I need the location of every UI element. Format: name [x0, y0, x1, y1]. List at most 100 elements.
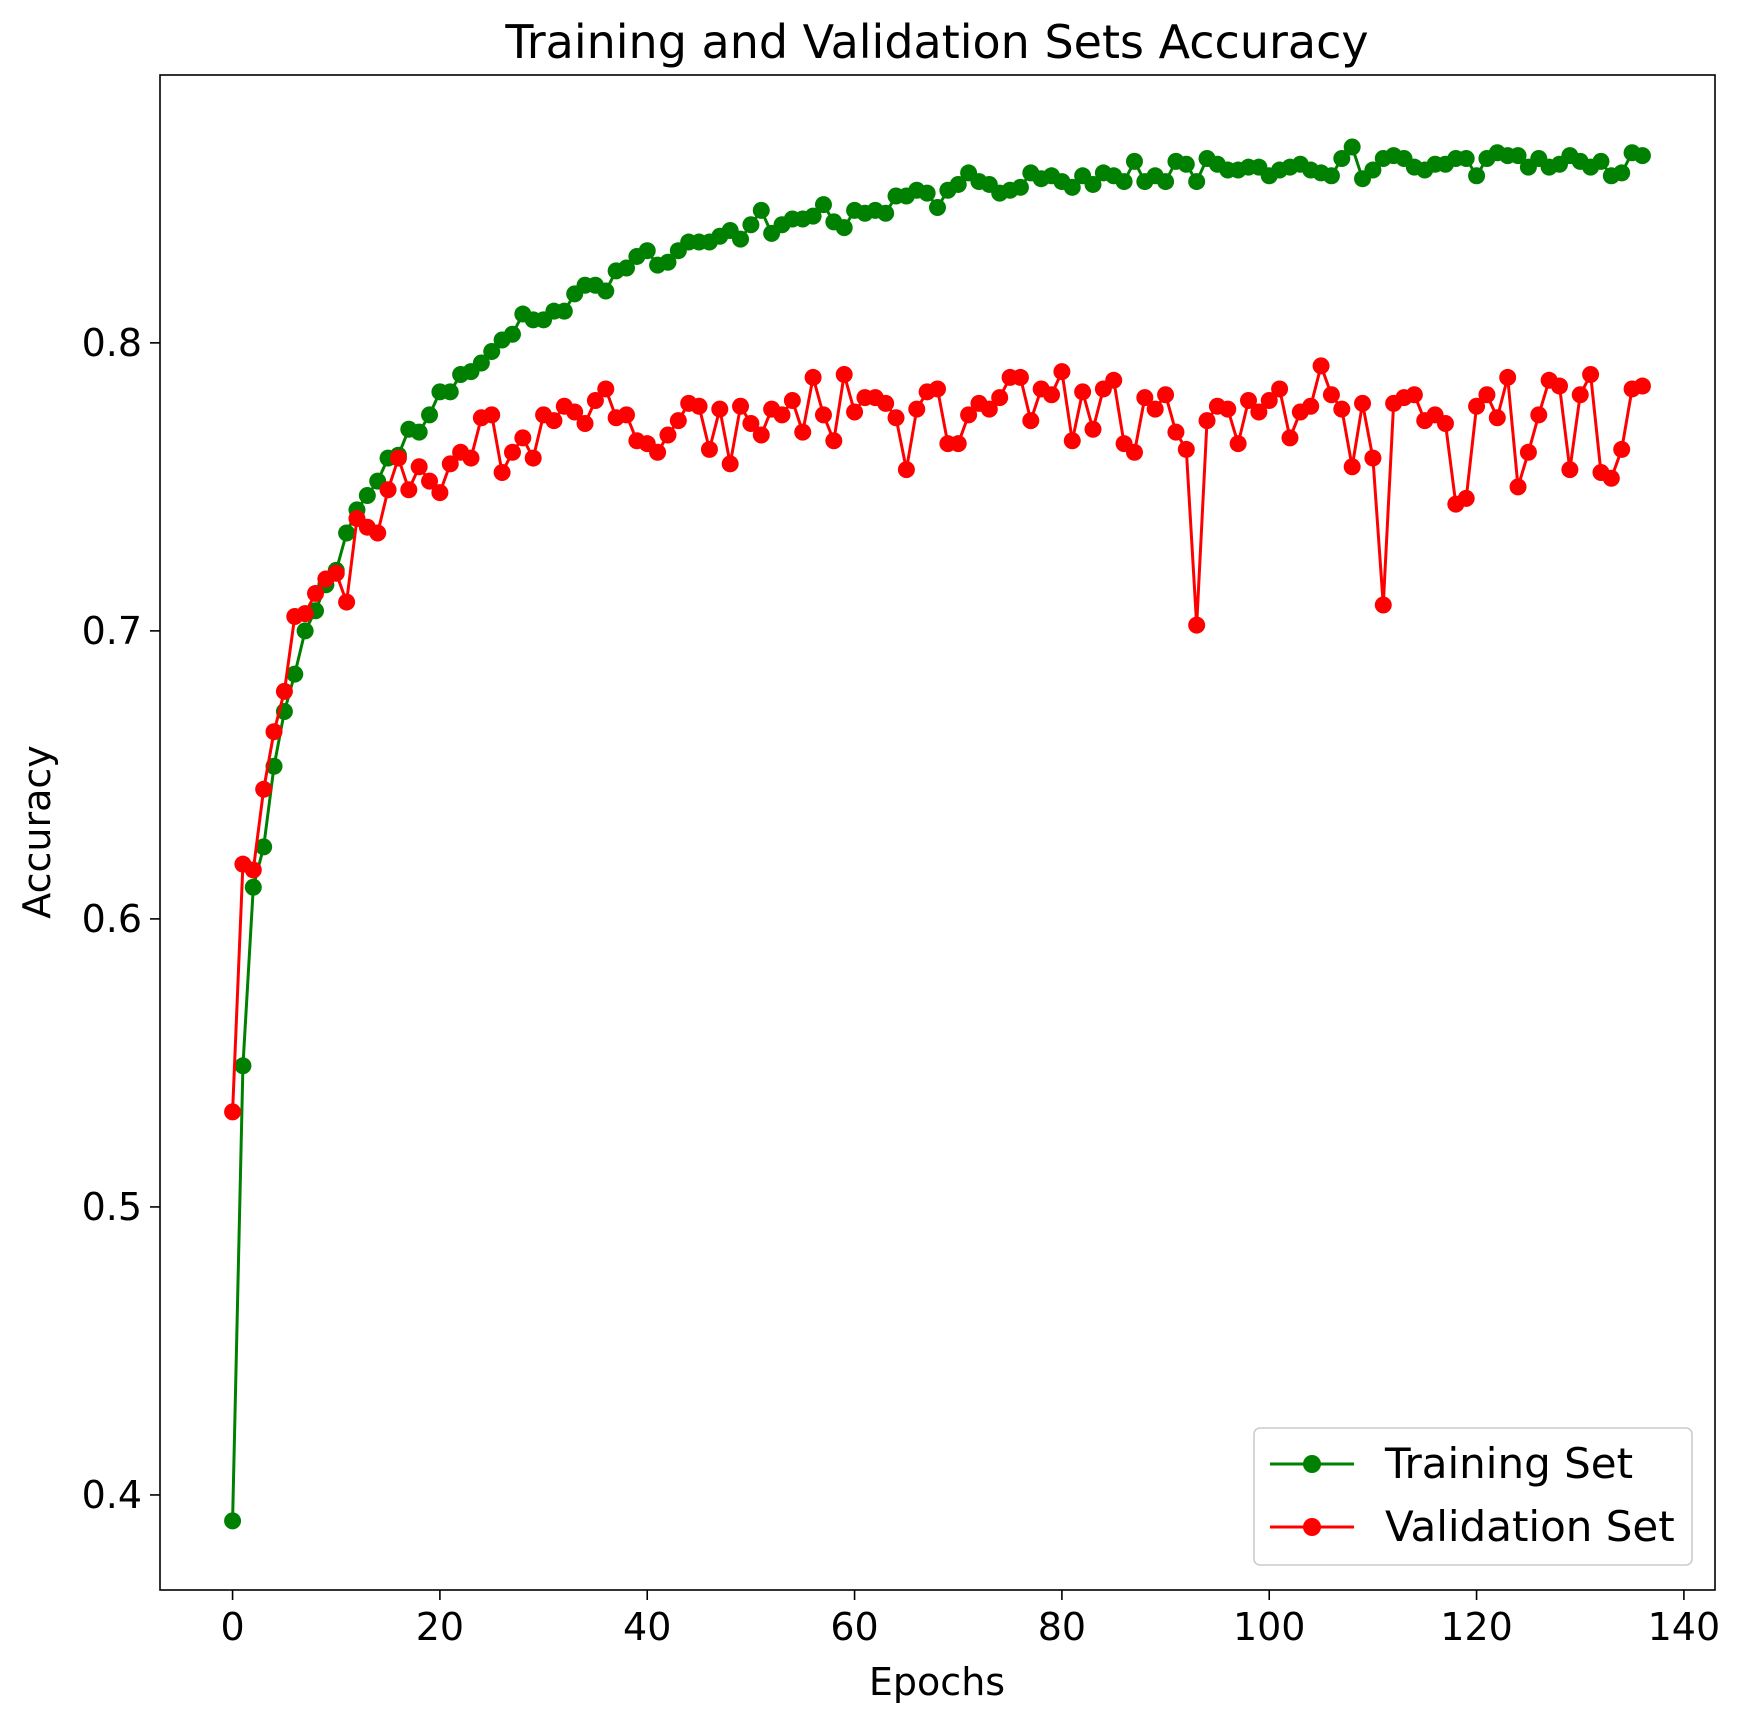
y-tick-label: 0.6 [82, 897, 142, 941]
data-point-validation-set [1582, 366, 1600, 384]
data-point-validation-set [877, 394, 895, 412]
data-point-training-set [1457, 150, 1475, 168]
data-point-validation-set [1157, 386, 1175, 404]
data-point-validation-set [1084, 420, 1102, 438]
x-tick-label: 60 [830, 1605, 878, 1649]
data-point-validation-set [545, 412, 563, 430]
data-point-training-set [255, 838, 273, 856]
data-point-training-set [472, 354, 490, 372]
legend: Training Set Validation Set [1253, 1427, 1693, 1566]
data-point-validation-set [1229, 435, 1247, 453]
data-point-validation-set [1468, 397, 1486, 415]
data-point-validation-set [400, 481, 418, 499]
x-tick-label: 120 [1440, 1605, 1513, 1649]
data-point-validation-set [576, 415, 594, 433]
data-point-training-set [877, 204, 895, 222]
data-point-validation-set [441, 455, 459, 473]
data-point-training-set [1011, 178, 1029, 196]
data-point-training-set [659, 253, 677, 271]
data-point-validation-set [1074, 383, 1092, 401]
data-point-validation-set [1602, 469, 1620, 487]
data-point-validation-set [711, 400, 729, 418]
data-point-training-set [410, 423, 428, 441]
data-point-validation-set [338, 593, 356, 611]
data-point-training-set [814, 196, 832, 214]
data-point-training-set [338, 524, 356, 542]
data-point-validation-set [524, 449, 542, 467]
data-point-validation-set [224, 1103, 242, 1121]
data-point-training-set [358, 487, 376, 505]
data-point-training-set [1063, 178, 1081, 196]
x-tick-label: 80 [1038, 1605, 1086, 1649]
data-point-training-set [1633, 147, 1651, 165]
data-point-validation-set [410, 458, 428, 476]
data-point-validation-set [1488, 409, 1506, 427]
y-tick-label: 0.4 [82, 1473, 142, 1517]
data-point-validation-set [1219, 400, 1237, 418]
data-point-validation-set [659, 426, 677, 444]
data-point-validation-set [804, 368, 822, 386]
data-point-validation-set [825, 432, 843, 450]
data-point-training-set [752, 201, 770, 219]
data-point-training-set [286, 665, 304, 683]
data-point-validation-set [1053, 363, 1071, 381]
data-point-validation-set [732, 397, 750, 415]
data-point-validation-set [1188, 616, 1206, 634]
data-point-training-set [483, 343, 501, 360]
data-point-validation-set [649, 443, 667, 461]
data-point-training-set [1177, 155, 1195, 173]
y-axis-label: Accuracy [15, 745, 59, 919]
data-point-training-set [1509, 147, 1527, 165]
data-point-validation-set [503, 443, 521, 461]
y-tick-label: 0.7 [82, 609, 142, 653]
data-point-training-set [421, 406, 439, 424]
data-point-validation-set [1136, 389, 1154, 407]
data-point-validation-set [1022, 412, 1040, 430]
plot-frame [159, 74, 1716, 1591]
data-point-validation-set [1105, 371, 1123, 389]
data-point-validation-set [1530, 406, 1548, 424]
data-point-validation-set [1312, 357, 1330, 375]
data-point-validation-set [1436, 415, 1454, 433]
data-point-training-set [1613, 164, 1631, 182]
data-point-training-set [296, 622, 314, 640]
data-point-validation-set [1167, 423, 1185, 441]
x-tick-label: 100 [1233, 1605, 1306, 1649]
data-point-validation-set [742, 415, 760, 433]
data-point-validation-set [1374, 596, 1392, 614]
data-point-validation-set [296, 605, 314, 623]
data-point-validation-set [265, 723, 283, 741]
data-point-validation-set [1551, 377, 1568, 395]
data-point-validation-set [421, 472, 439, 490]
data-point-training-set [1343, 138, 1361, 156]
plot-area [224, 138, 1651, 1530]
data-point-validation-set [1333, 400, 1351, 418]
data-point-validation-set [783, 391, 801, 409]
x-tick-label: 140 [1648, 1605, 1721, 1649]
data-point-validation-set [960, 406, 978, 424]
legend-label-validation: Validation Set [1385, 1502, 1675, 1551]
legend-marker-training [1303, 1455, 1321, 1473]
data-point-validation-set [887, 409, 905, 427]
x-axis-label: Epochs [869, 1660, 1005, 1704]
data-point-validation-set [597, 380, 615, 398]
y-tick-label: 0.5 [82, 1185, 142, 1229]
data-point-validation-set [1125, 443, 1143, 461]
data-point-validation-set [721, 455, 739, 473]
data-point-validation-set [379, 481, 397, 499]
data-point-training-set [234, 1057, 252, 1075]
data-point-training-set [732, 230, 750, 248]
data-point-validation-set [1354, 394, 1372, 412]
data-point-validation-set [369, 524, 387, 542]
data-point-validation-set [1011, 368, 1029, 386]
data-point-validation-set [835, 366, 853, 384]
data-point-validation-set [389, 449, 407, 467]
data-point-validation-set [1271, 380, 1289, 398]
data-point-validation-set [669, 412, 687, 430]
data-point-validation-set [307, 584, 324, 602]
data-point-validation-set [1322, 386, 1340, 404]
data-point-training-set [244, 878, 262, 896]
data-point-validation-set [1198, 412, 1216, 430]
data-point-validation-set [462, 449, 480, 467]
data-point-validation-set [1240, 391, 1257, 409]
